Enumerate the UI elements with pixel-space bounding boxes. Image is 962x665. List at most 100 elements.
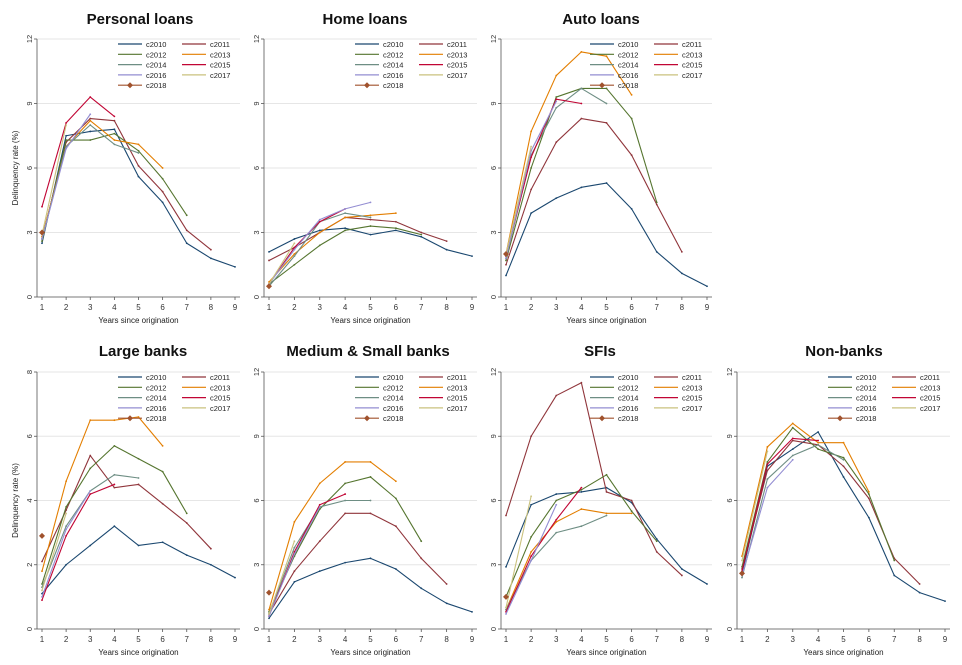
data-point-c2014 (344, 212, 347, 215)
series-line-c2012 (268, 476, 422, 613)
data-point-c2018 (266, 589, 272, 596)
data-point-c2013 (580, 508, 583, 510)
series-line-c2013 (505, 51, 633, 255)
x-tick-label: 8 (680, 635, 685, 644)
y-tick-label: 9 (489, 101, 498, 105)
y-tick-label: 3 (252, 563, 261, 567)
x-tick-label: 7 (185, 303, 190, 312)
data-point-c2016 (555, 100, 558, 103)
legend-label: c2014 (383, 61, 403, 70)
series-line-c2015 (41, 96, 115, 207)
data-point-c2011 (555, 394, 558, 397)
legend: c2010 c2011 c2012 c2013 c2014 c2015 c2016 c2017… (355, 373, 467, 423)
y-tick-label: 3 (25, 230, 34, 234)
legend-label: c2015 (210, 61, 230, 70)
data-point-c2018 (266, 283, 272, 290)
y-tick-label: 0 (25, 295, 34, 299)
x-tick-label: 7 (892, 635, 897, 644)
data-point-c2011 (655, 551, 658, 553)
data-point-c2010 (505, 565, 507, 568)
data-point-c2013 (394, 480, 397, 483)
data-point-c2011 (580, 117, 583, 120)
x-tick-label: 8 (680, 303, 685, 312)
data-point-c2011 (630, 154, 633, 157)
data-point-c2017 (65, 124, 68, 126)
series-line-c2013 (268, 212, 396, 283)
data-point-c2011 (420, 231, 423, 234)
x-axis-label: Years since origination (566, 648, 646, 657)
legend: c2010 c2011 c2012 c2013 c2014 c2015 c2016 c2017… (118, 373, 230, 423)
data-point-c2013 (530, 130, 533, 133)
data-point-c2016 (318, 218, 321, 221)
legend-label: c2016 (383, 404, 403, 413)
legend: c2010 c2011 c2012 c2013 c2014 c2015 c2016 c2017… (118, 40, 230, 90)
data-point-c2010 (344, 227, 347, 230)
data-point-c2013 (161, 167, 164, 169)
data-point-c2014 (555, 531, 558, 534)
data-point-c2010 (394, 568, 397, 570)
x-tick-label: 5 (604, 635, 609, 644)
data-point-c2010 (893, 574, 896, 577)
x-tick-label: 1 (504, 303, 509, 312)
data-point-c2010 (318, 229, 321, 232)
data-point-c2014 (605, 102, 608, 105)
data-point-c2013 (605, 512, 608, 515)
y-tick-label: 3 (489, 230, 498, 234)
data-point-c2010 (369, 557, 372, 560)
data-point-c2010 (394, 229, 397, 232)
data-point-c2012 (65, 139, 68, 141)
y-tick-label: 6 (725, 498, 734, 502)
legend-label: c2017 (682, 404, 702, 413)
data-point-c2011 (918, 583, 921, 585)
legend-label: c2010 (618, 40, 638, 49)
x-tick-label: 1 (267, 303, 272, 312)
series-line-c2017 (505, 496, 532, 608)
series-line-c2016 (741, 459, 794, 576)
data-point-c2011 (41, 560, 43, 563)
x-tick-label: 8 (444, 635, 449, 644)
data-point-c2015 (580, 102, 583, 105)
data-point-c2014 (605, 514, 608, 517)
data-point-c2011 (791, 439, 794, 442)
data-point-c2012 (369, 476, 372, 478)
legend-label: c2017 (682, 71, 702, 80)
data-point-c2012 (344, 482, 347, 485)
data-point-c2018 (503, 251, 509, 257)
x-tick-label: 2 (765, 635, 770, 644)
data-point-c2010 (706, 285, 708, 288)
data-point-c2011 (268, 259, 270, 262)
data-point-c2012 (161, 177, 164, 180)
data-point-c2011 (530, 188, 533, 191)
data-point-c2012 (185, 512, 188, 515)
x-tick-label: 2 (529, 635, 534, 644)
data-point-c2011 (113, 119, 116, 122)
data-point-c2013 (318, 482, 321, 485)
data-point-c2012 (394, 227, 397, 230)
y-axis-label: Delinquency rate (%) (11, 463, 20, 538)
data-point-c2013 (113, 419, 116, 422)
legend-label: c2012 (856, 383, 876, 392)
data-point-c2016 (65, 147, 68, 150)
data-point-c2015 (318, 503, 321, 506)
legend-label: c2018 (856, 414, 876, 423)
legend-label: c2015 (920, 394, 940, 403)
x-tick-label: 5 (368, 635, 373, 644)
x-tick-label: 8 (209, 303, 214, 312)
y-tick-label: 12 (252, 368, 261, 376)
legend-label: c2018 (383, 414, 403, 423)
data-point-c2010 (605, 182, 608, 184)
x-tick-label: 8 (444, 303, 449, 312)
legend-marker (127, 415, 133, 422)
legend-label: c2018 (618, 81, 638, 90)
legend-label: c2017 (210, 404, 230, 413)
y-tick-label: 6 (489, 166, 498, 170)
data-point-c2011 (161, 190, 164, 193)
data-point-c2010 (867, 516, 870, 519)
data-point-c2012 (89, 139, 92, 141)
data-point-c2010 (680, 272, 683, 275)
series-line-c2011 (505, 118, 683, 265)
data-point-c2010 (420, 587, 423, 590)
legend-label: c2011 (447, 373, 467, 382)
